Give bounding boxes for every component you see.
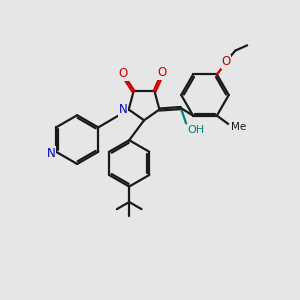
Text: N: N (46, 147, 56, 160)
Text: N: N (119, 103, 128, 116)
Text: Me: Me (231, 122, 246, 133)
Text: O: O (119, 68, 128, 80)
Text: O: O (221, 56, 230, 68)
Text: OH: OH (188, 125, 205, 135)
Text: O: O (158, 67, 167, 80)
